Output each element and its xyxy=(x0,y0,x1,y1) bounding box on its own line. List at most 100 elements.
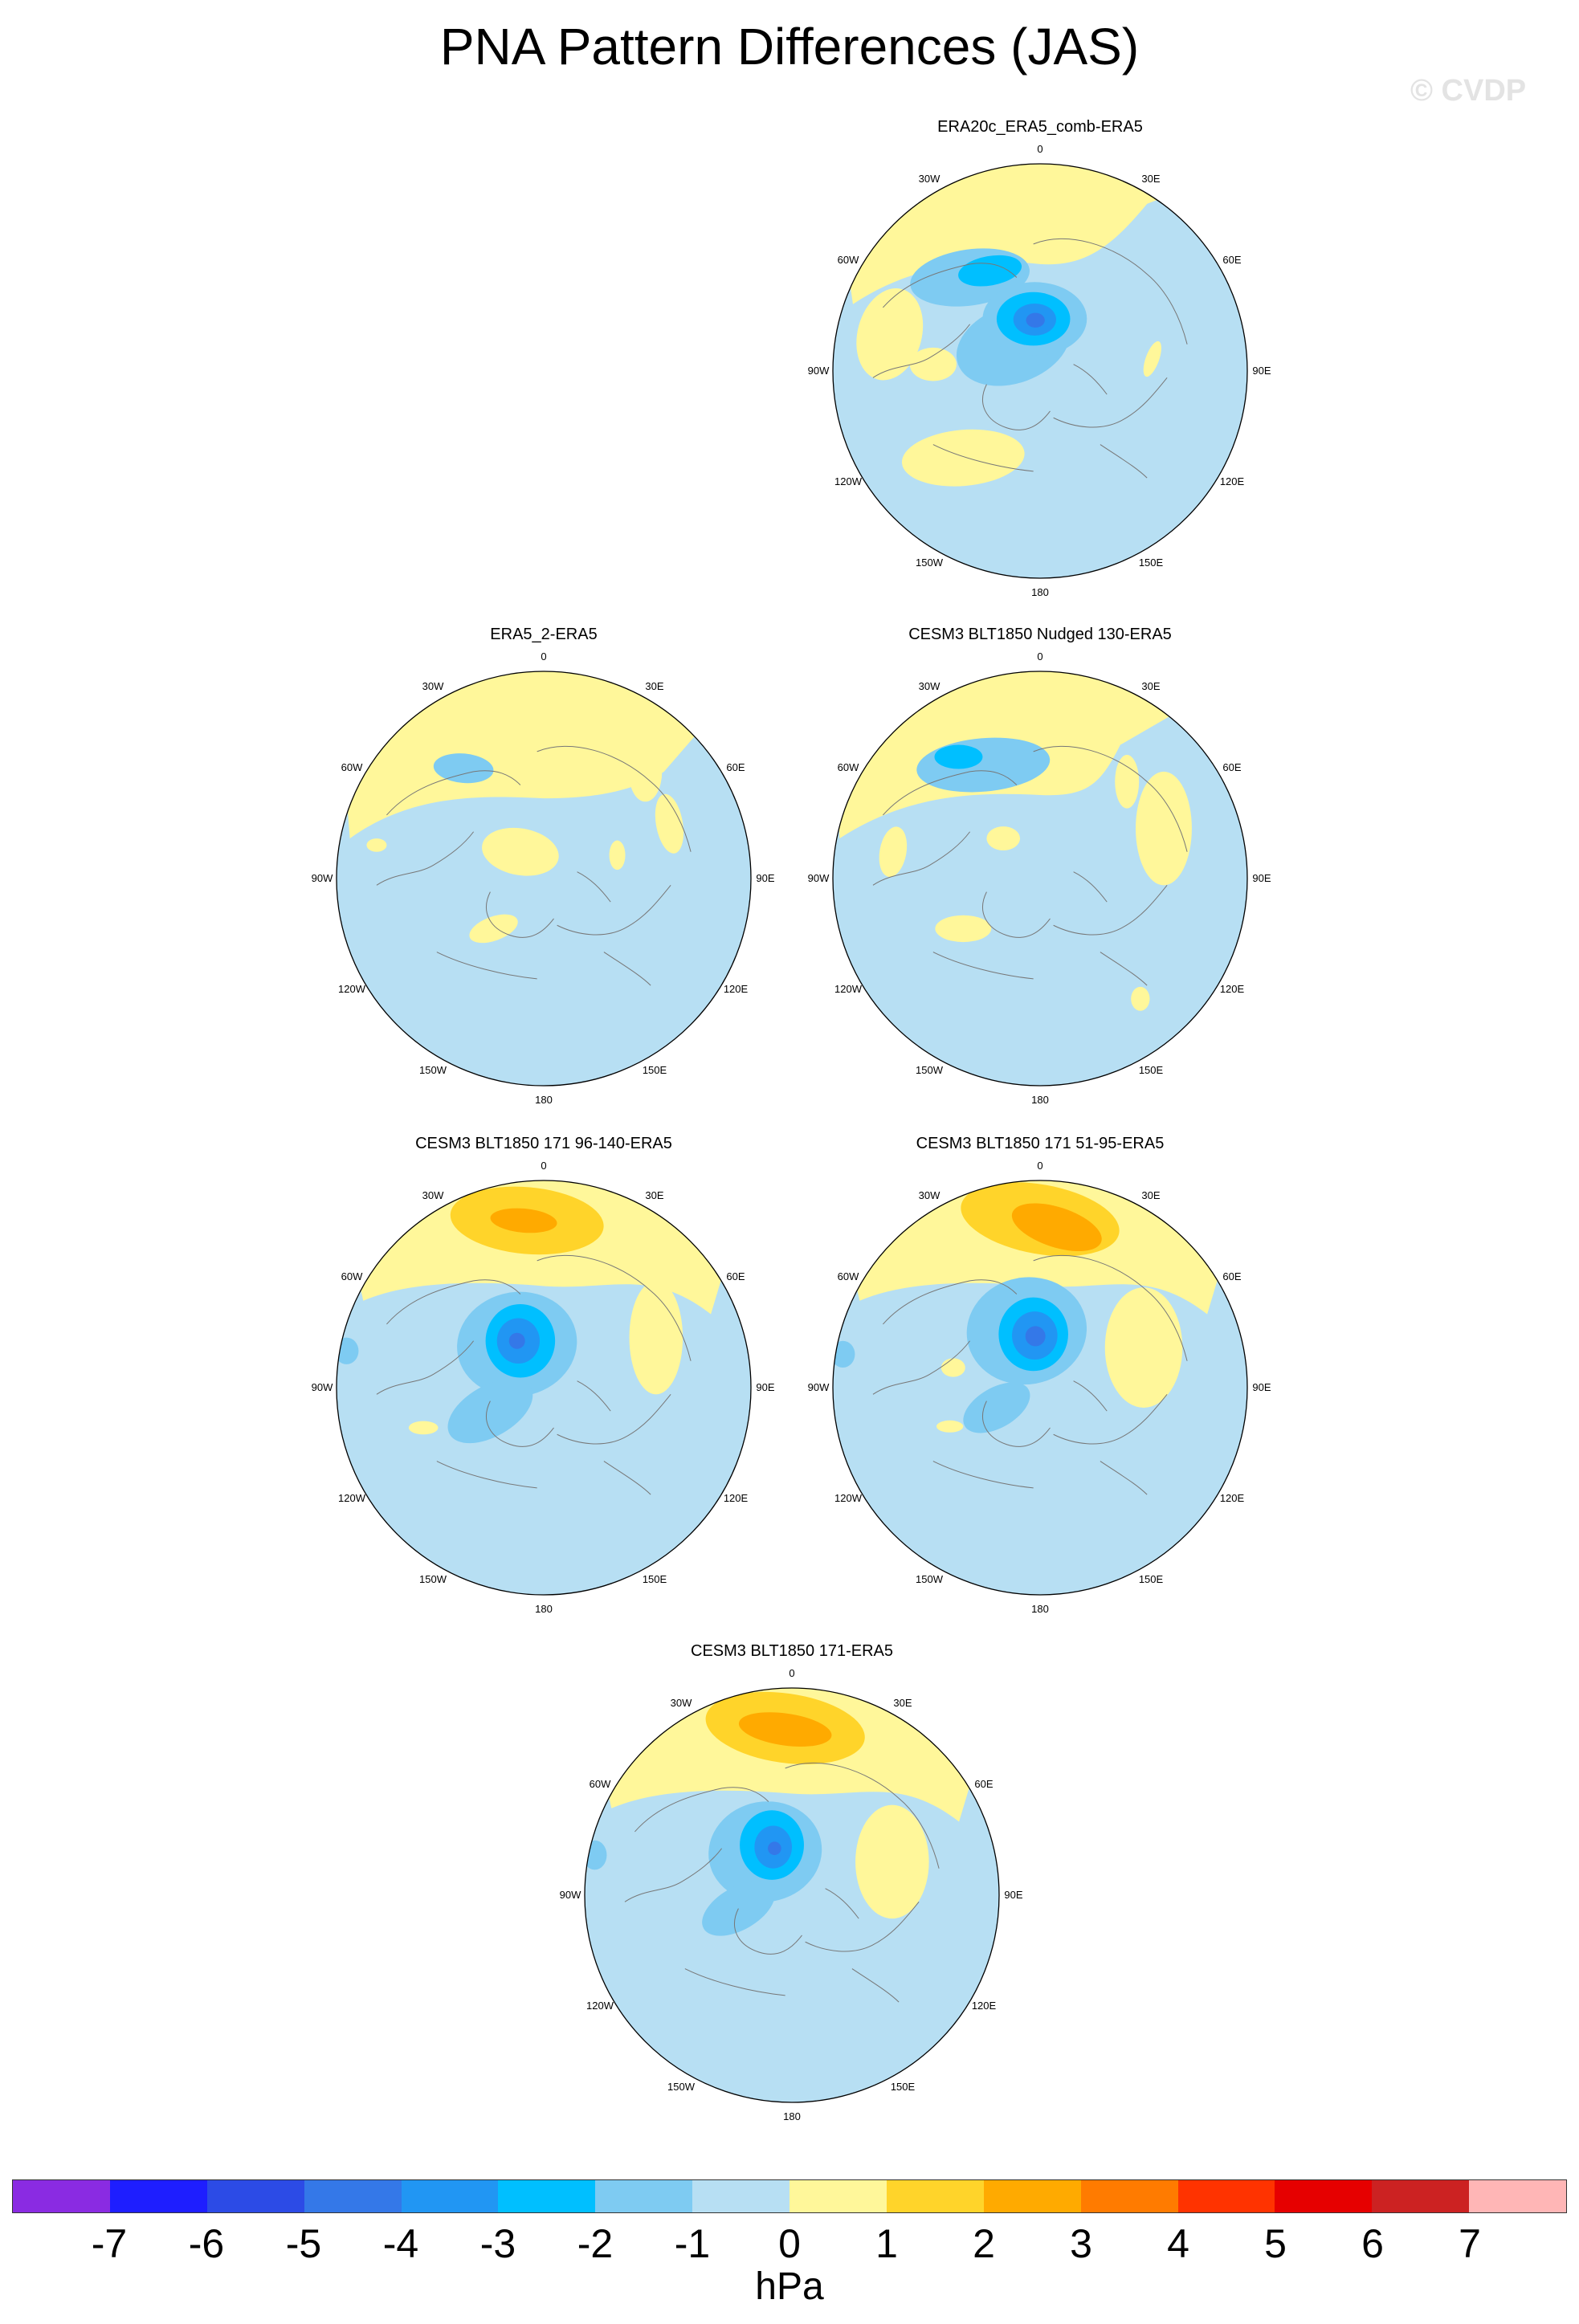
longitude-label: 30W xyxy=(919,173,940,185)
colorbar-tick-label: -4 xyxy=(382,2221,419,2266)
panel-title: CESM3 BLT1850 Nudged 130-ERA5 xyxy=(908,626,1172,643)
coastline xyxy=(1053,377,1168,428)
positive-anomaly xyxy=(901,429,1025,487)
longitude-label: 150W xyxy=(916,557,944,569)
colorbar-swatch xyxy=(1372,2180,1470,2212)
coastline xyxy=(872,831,971,886)
longitude-label: 120W xyxy=(834,983,863,995)
coastline xyxy=(932,1461,1034,1489)
negative-anomaly xyxy=(934,744,983,769)
colorbar-tick-label: -5 xyxy=(285,2221,322,2266)
panel-51-95: CESM3 BLT1850 171 51-95-ERA5 180 150E 120E… xyxy=(791,1134,1289,1624)
longitude-label: 150W xyxy=(916,1573,944,1585)
longitude-label: 30W xyxy=(919,680,940,692)
longitude-label: 0 xyxy=(1037,1160,1042,1172)
coastline xyxy=(537,1255,692,1361)
longitude-label: 30W xyxy=(919,1189,940,1201)
colorbar-tick-label: -6 xyxy=(188,2221,225,2266)
colorbar-tick-label: 4 xyxy=(1167,2221,1189,2266)
longitude-label: 60W xyxy=(838,1270,859,1282)
longitude-label: 150E xyxy=(891,2081,916,2093)
longitude-label: 60E xyxy=(1222,761,1241,773)
longitude-label: 180 xyxy=(1031,1094,1049,1106)
coastline xyxy=(982,891,1051,938)
longitude-label: 150E xyxy=(1139,1064,1164,1076)
positive-anomaly xyxy=(1104,1287,1183,1408)
panel-nudged-130: CESM3 BLT1850 Nudged 130-ERA5 180 150E 120… xyxy=(791,625,1289,1115)
longitude-label: 0 xyxy=(541,1160,546,1172)
longitude-label: 90W xyxy=(808,872,830,884)
map-boundary xyxy=(336,1180,752,1596)
longitude-label: 120W xyxy=(586,2000,614,2012)
longitude-label: 0 xyxy=(1037,650,1042,663)
coastline xyxy=(557,885,671,936)
coastline xyxy=(1100,444,1148,479)
negative-anomaly xyxy=(963,1382,1030,1433)
map-boundary xyxy=(832,1180,1248,1596)
panel-title: ERA5_2-ERA5 xyxy=(490,626,598,643)
positive-anomaly xyxy=(1115,755,1140,809)
coastline xyxy=(883,1279,1018,1325)
colorbar-swatch xyxy=(498,2180,596,2212)
coastline xyxy=(932,952,1034,980)
map-fields xyxy=(833,164,1247,578)
coastline xyxy=(1100,1461,1148,1495)
negative-anomaly xyxy=(1025,1326,1046,1347)
panel-title: ERA20c_ERA5_comb-ERA5 xyxy=(937,118,1143,136)
longitude-label: 120W xyxy=(338,983,366,995)
coastline xyxy=(577,1380,611,1412)
longitude-label: 120E xyxy=(972,2000,997,2012)
longitude-label: 30E xyxy=(1141,1189,1160,1201)
colorbar-tick-label: 2 xyxy=(973,2221,995,2266)
positive-anomaly xyxy=(738,1712,832,1747)
panel-era5-2: ERA5_2-ERA5 180 150E 120E 90E 60E 30E 0 30W 60W 9… xyxy=(295,625,793,1115)
longitude-label: 90E xyxy=(1252,365,1271,377)
polar-map: 180 150E 120E 90E 60E 30E 0 30W 60W 90W 120W 150W xyxy=(312,650,775,1106)
polar-map: 180 150E 120E 90E 60E 30E 0 30W 60W 90W 120W 150W xyxy=(312,1160,775,1615)
polar-map: 180 150E 120E 90E 60E 30E 0 30W 60W 90W 120W 150W xyxy=(808,650,1271,1106)
coastline xyxy=(1100,952,1148,986)
longitude-label: 60W xyxy=(838,254,859,266)
longitude-label: 90W xyxy=(808,365,830,377)
map-fields xyxy=(337,1180,751,1595)
longitude-label: 180 xyxy=(783,2110,801,2122)
coastline xyxy=(982,384,1051,430)
positive-anomaly xyxy=(490,1208,557,1233)
longitude-label: 150W xyxy=(419,1573,447,1585)
coastline xyxy=(1033,1255,1188,1361)
positive-anomaly xyxy=(940,1358,965,1377)
longitude-label: 150W xyxy=(419,1064,447,1076)
negative-anomaly xyxy=(1026,312,1045,328)
colorbar-swatch xyxy=(1275,2180,1373,2212)
positive-anomaly xyxy=(879,826,908,877)
coastline xyxy=(376,831,475,886)
map-boundary xyxy=(336,671,752,1087)
longitude-label: 150W xyxy=(916,1064,944,1076)
coastline xyxy=(872,324,971,378)
coastline xyxy=(436,952,537,980)
colorbar-tick-label: -1 xyxy=(674,2221,711,2266)
colorbar-swatch xyxy=(206,2180,304,2212)
longitude-label: 120E xyxy=(1220,475,1245,487)
map-fields xyxy=(585,1688,999,2102)
colorbar-swatch xyxy=(1177,2180,1275,2212)
longitude-label: 120E xyxy=(1220,1492,1245,1504)
colorbar-tick-label: -2 xyxy=(577,2221,614,2266)
coastline xyxy=(577,871,611,903)
longitude-label: 60E xyxy=(726,761,745,773)
panel-171: CESM3 BLT1850 171-ERA5 180 150E 120E 90E 60E… xyxy=(543,1641,1041,2131)
longitude-label: 0 xyxy=(541,650,546,663)
positive-anomaly xyxy=(986,826,1021,851)
colorbar-swatch xyxy=(401,2180,499,2212)
longitude-label: 120E xyxy=(724,1492,749,1504)
positive-anomaly xyxy=(1131,986,1150,1011)
coastline xyxy=(1073,1380,1108,1412)
polar-map: 180 150E 120E 90E 60E 30E 0 30W 60W 90W 120W 150W xyxy=(808,1160,1271,1615)
colorbar-swatch xyxy=(304,2180,402,2212)
coastline xyxy=(386,1279,521,1325)
coastline xyxy=(883,770,1018,816)
longitude-label: 30W xyxy=(422,1189,444,1201)
coastline xyxy=(376,1340,475,1395)
negative-anomaly xyxy=(768,1841,781,1856)
colorbar-labels: -7 -6 -5 -4 -3 -2 -1 0 1 2 3 4 5 6 7 xyxy=(0,2220,1579,2268)
